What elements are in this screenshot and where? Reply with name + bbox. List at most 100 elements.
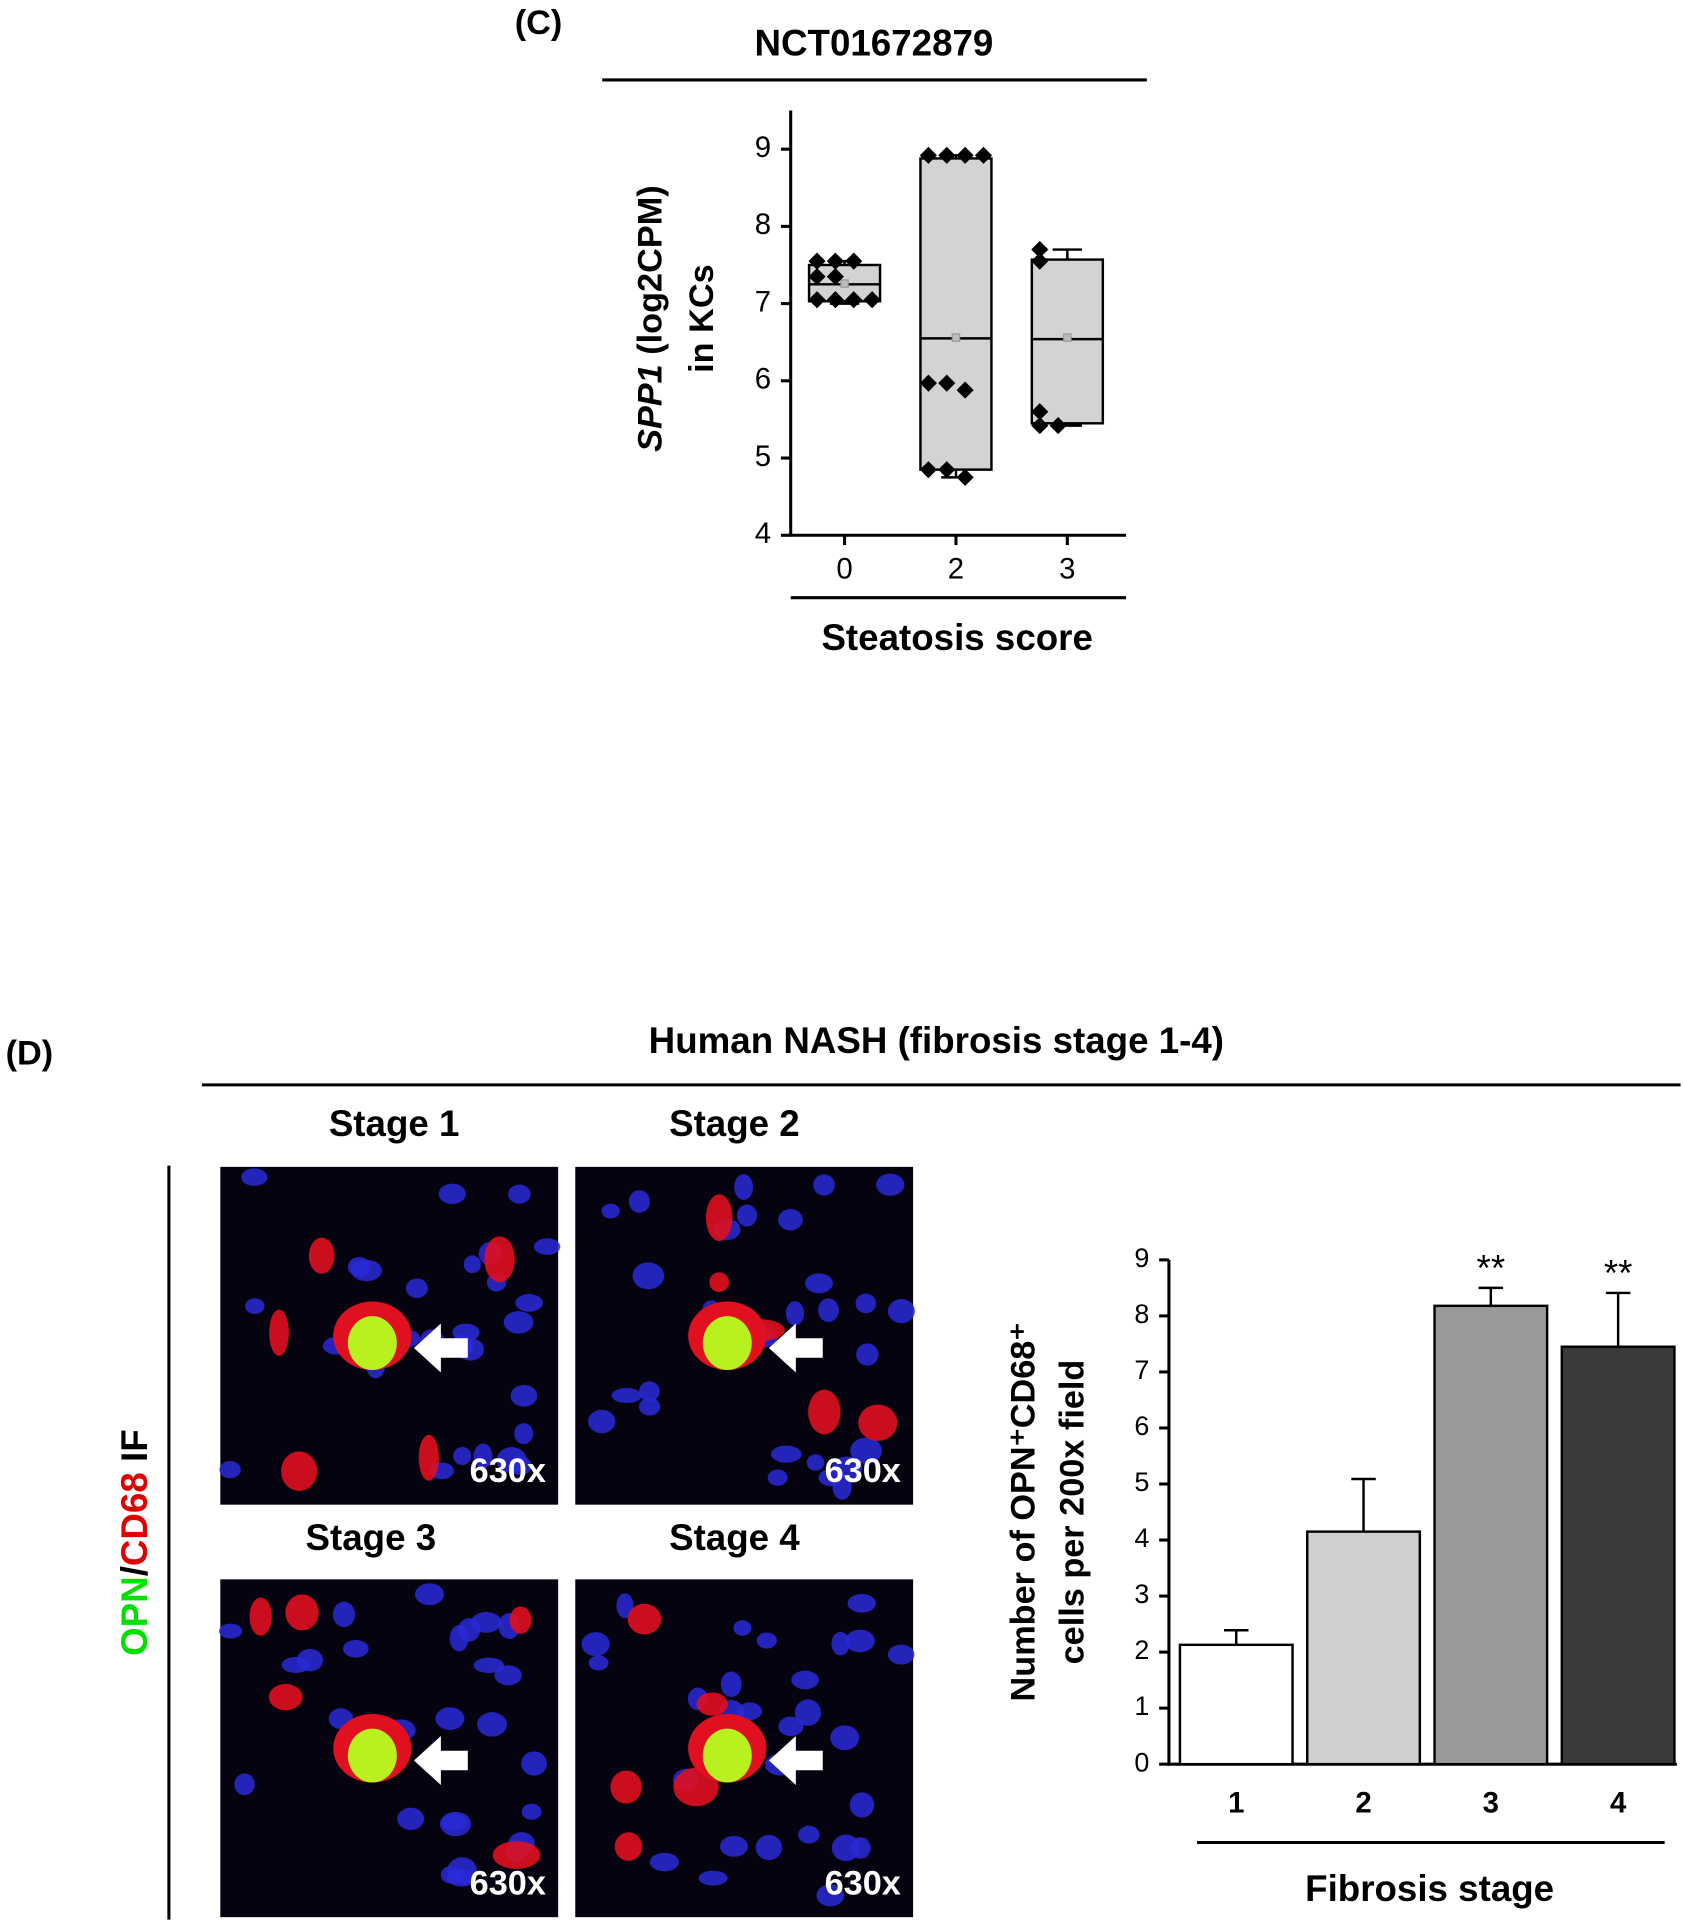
panel-label: (C)	[515, 4, 563, 42]
chart-title: NCT01672879	[755, 22, 994, 63]
nucleus	[850, 1837, 871, 1859]
data-point	[826, 268, 844, 286]
magnification: 630x	[825, 1452, 901, 1490]
nucleus	[850, 1437, 882, 1464]
stain-part: /	[114, 1566, 155, 1576]
cell	[268, 1684, 303, 1711]
y-tick-label: 0	[1134, 1747, 1149, 1777]
arrow	[768, 1323, 823, 1373]
image-label: Stage 4	[669, 1517, 800, 1558]
cell	[702, 1728, 752, 1783]
nucleus	[241, 1168, 268, 1186]
nucleus	[755, 1834, 783, 1861]
nucleus	[588, 1409, 616, 1434]
nucleus	[581, 1632, 610, 1657]
x-axis-label: Steatosis score	[821, 617, 1092, 658]
nucleus	[477, 1712, 507, 1737]
image-label: Stage 2	[669, 1103, 800, 1144]
nucleus	[845, 1629, 875, 1653]
nucleus	[616, 1593, 634, 1619]
nucleus	[649, 1852, 679, 1872]
x-tick-label: 0	[836, 553, 852, 586]
image-label: Stage 1	[329, 1103, 460, 1144]
nucleus	[831, 1631, 850, 1656]
nucleus	[347, 1256, 371, 1277]
y-tick-label: 8	[755, 208, 771, 241]
x-tick-label: 2	[948, 553, 964, 586]
panel-label: (D)	[6, 1035, 54, 1073]
nucleus	[791, 1670, 819, 1690]
y-tick-label: 3	[1134, 1579, 1149, 1609]
cell	[702, 1316, 752, 1371]
nucleus	[847, 1593, 876, 1613]
cell	[492, 1841, 541, 1869]
data-point	[919, 461, 937, 479]
cell	[610, 1770, 642, 1804]
data-point	[938, 374, 956, 392]
x-tick-label: 4	[1610, 1786, 1627, 1819]
data-point	[919, 374, 937, 392]
x-tick-label: 3	[1059, 553, 1075, 586]
nucleus	[767, 1469, 788, 1486]
nucleus	[849, 1792, 875, 1818]
significance: **	[1477, 1247, 1506, 1288]
y-axis-label-unit: (log2CPM)	[631, 185, 669, 364]
nucleus	[438, 1183, 466, 1205]
data-point	[938, 461, 956, 479]
nucleus	[832, 1473, 852, 1500]
nucleus	[503, 1311, 534, 1334]
nucleus	[219, 1623, 243, 1639]
nucleus	[798, 1825, 820, 1844]
cell	[705, 1194, 733, 1242]
y-tick-label: 4	[755, 517, 771, 550]
data-point	[919, 146, 937, 164]
nucleus	[771, 1445, 802, 1463]
nucleus	[737, 1702, 763, 1721]
nucleus	[397, 1807, 425, 1831]
mean	[951, 333, 961, 342]
y-tick-label: 9	[1134, 1243, 1149, 1273]
nucleus	[611, 1387, 642, 1404]
bar	[1560, 1345, 1676, 1766]
data-point	[808, 268, 826, 286]
y-tick-label: 7	[755, 285, 771, 318]
nucleus	[440, 1814, 467, 1831]
nucleus	[601, 1203, 620, 1219]
panel-title: Human NASH (fibrosis stage 1-4)	[649, 1020, 1224, 1061]
nucleus	[720, 1835, 748, 1857]
nucleus	[510, 1384, 538, 1407]
cell	[509, 1606, 532, 1634]
nucleus	[887, 1299, 915, 1324]
nucleus	[234, 1773, 255, 1796]
cell	[484, 1236, 515, 1283]
y-tick-label: 8	[1134, 1299, 1149, 1329]
nucleus	[496, 1447, 527, 1473]
data-point	[956, 468, 974, 486]
box	[919, 157, 993, 471]
arrow	[768, 1736, 823, 1785]
cell	[418, 1434, 439, 1481]
nucleus	[332, 1601, 356, 1628]
nucleus	[813, 1174, 835, 1196]
cell	[614, 1832, 643, 1861]
y-tick-label: 2	[1134, 1635, 1149, 1665]
nucleus	[720, 1671, 742, 1697]
mean	[840, 279, 849, 288]
stain-label: OPN/CD68 IF	[114, 1429, 155, 1656]
nucleus	[414, 1583, 445, 1606]
significance: **	[1604, 1253, 1633, 1294]
cell	[269, 1309, 289, 1356]
data-point	[938, 146, 956, 164]
y-tick-label: 4	[1134, 1523, 1149, 1553]
nucleus	[219, 1461, 241, 1479]
nucleus	[778, 1716, 804, 1737]
nucleus	[778, 1208, 803, 1231]
nucleus	[632, 1262, 665, 1290]
stain-part: OPN	[114, 1576, 155, 1656]
cell	[285, 1594, 319, 1631]
nucleus	[698, 1870, 728, 1886]
x-tick-label: 3	[1483, 1786, 1499, 1819]
x-tick-label: 2	[1355, 1786, 1371, 1819]
y-axis-label: Number of OPN⁺CD68⁺	[1005, 1323, 1043, 1702]
